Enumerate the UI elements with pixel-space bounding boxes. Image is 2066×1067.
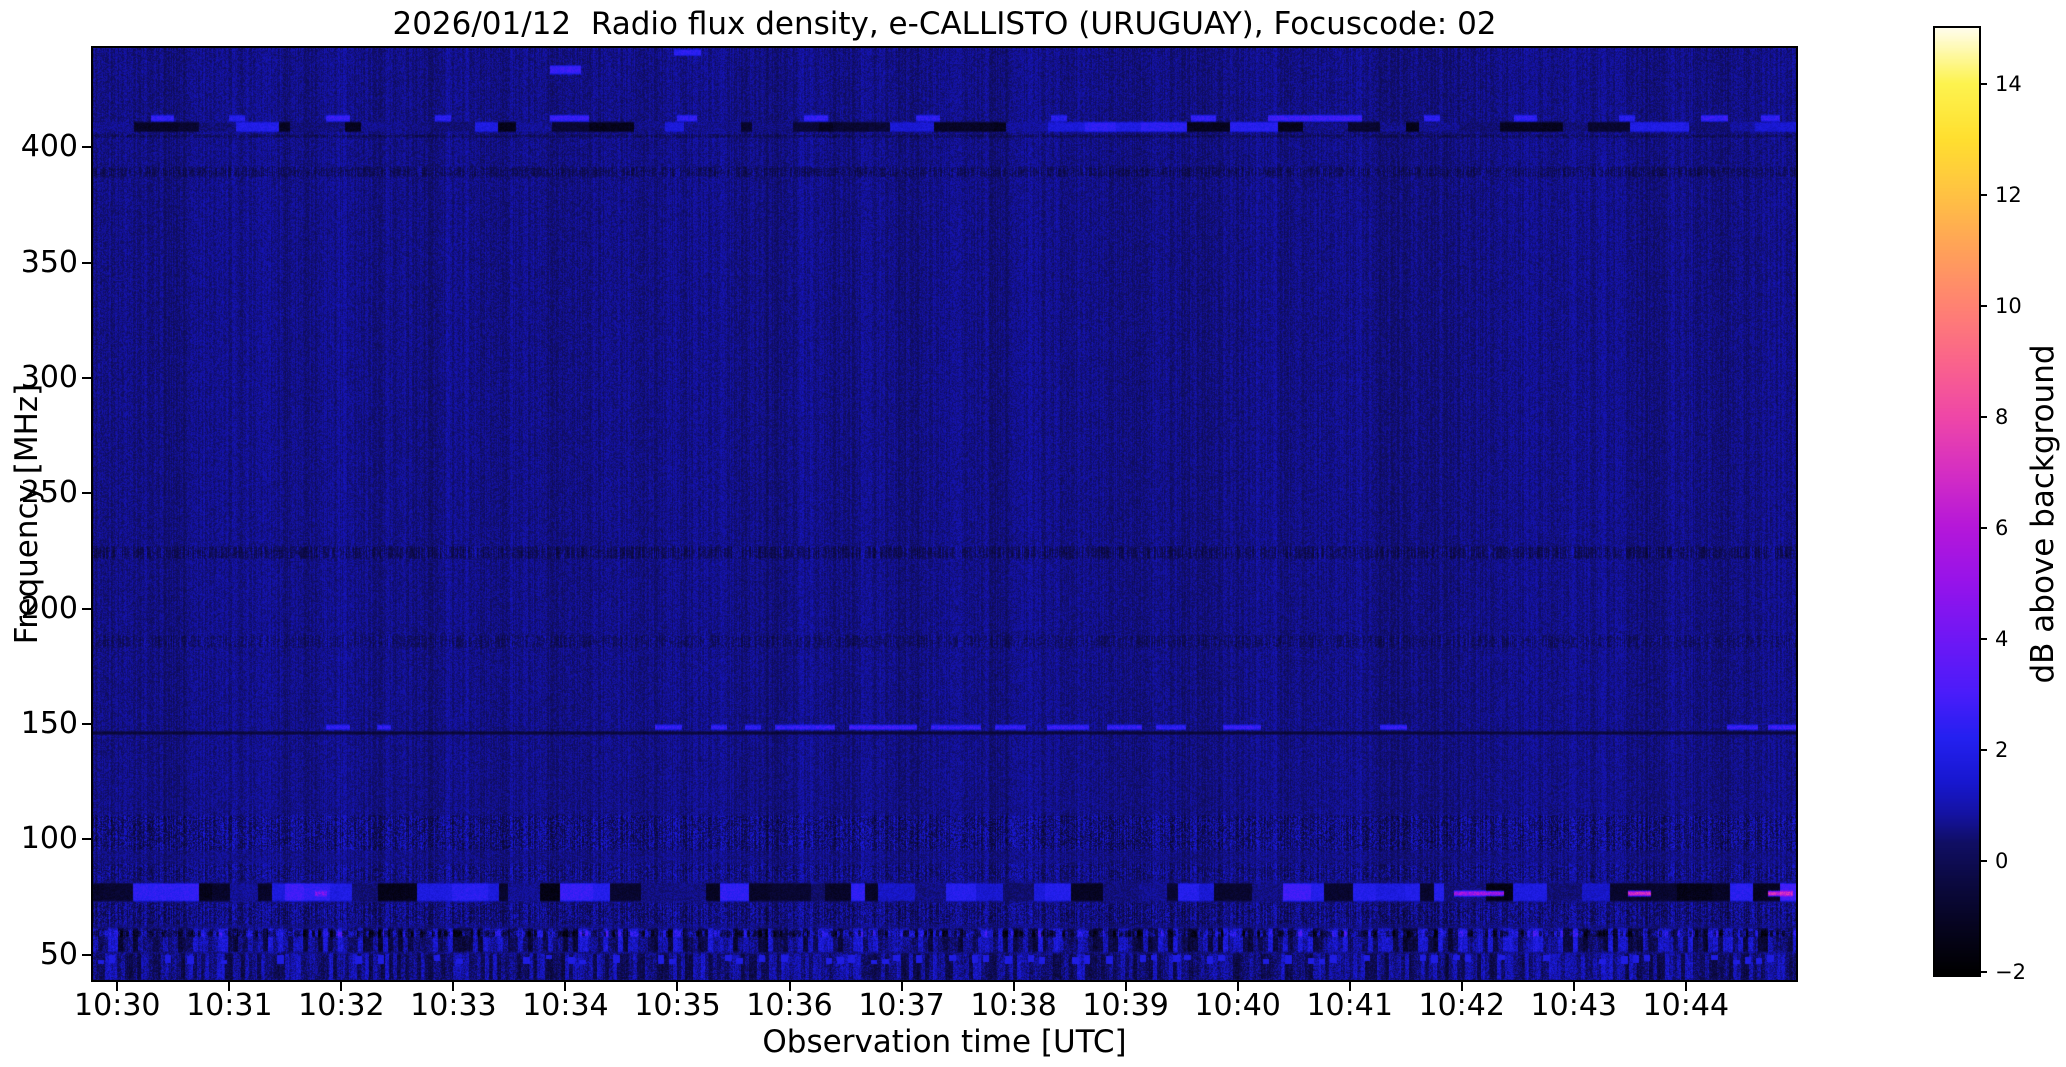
y-tick-label: 100 (20, 821, 78, 857)
x-tick-label: 10:42 (1418, 988, 1505, 1023)
x-tick-label: 10:32 (298, 988, 385, 1023)
y-tick-label: 150 (20, 705, 78, 741)
colorbar-tick-mark (1979, 860, 1987, 863)
x-tick-label: 10:38 (970, 988, 1057, 1023)
colorbar-tick-label: 0 (1995, 849, 2009, 874)
colorbar-tick-label: 10 (1995, 293, 2022, 318)
colorbar-tick-label: 4 (1995, 626, 2009, 651)
plot-area (91, 46, 1798, 982)
x-tick-label: 10:43 (1530, 988, 1618, 1023)
y-tick-label: 300 (20, 359, 78, 395)
y-tick-mark (82, 607, 91, 610)
colorbar-tick-label: −2 (1995, 960, 2026, 985)
colorbar-tick-label: 14 (1995, 71, 2022, 96)
colorbar-tick-mark (1979, 971, 1987, 974)
x-tick-label: 10:40 (1194, 988, 1281, 1023)
colorbar-tick-label: 8 (1995, 404, 2009, 429)
x-tick-mark (1684, 982, 1687, 991)
x-tick-label: 10:39 (1082, 988, 1169, 1023)
x-tick-mark (900, 982, 903, 991)
x-tick-mark (228, 982, 231, 991)
x-tick-label: 10:37 (858, 988, 945, 1023)
colorbar-tick-mark (1979, 82, 1987, 85)
colorbar-canvas (1935, 28, 1979, 975)
x-tick-mark (1124, 982, 1127, 991)
y-tick-mark (82, 722, 91, 725)
x-tick-mark (1236, 982, 1239, 991)
x-tick-mark (1460, 982, 1463, 991)
y-tick-label: 350 (20, 244, 78, 280)
y-tick-mark (82, 838, 91, 841)
x-tick-mark (1572, 982, 1575, 991)
x-axis-label: Observation time [UTC] (762, 1024, 1127, 1060)
y-tick-label: 400 (20, 129, 78, 165)
colorbar-tick-mark (1979, 526, 1987, 529)
x-tick-label: 10:30 (74, 988, 161, 1023)
colorbar (1933, 26, 1981, 977)
x-tick-mark (788, 982, 791, 991)
x-tick-mark (564, 982, 567, 991)
y-tick-mark (82, 953, 91, 956)
colorbar-tick-label: 6 (1995, 515, 2009, 540)
colorbar-tick-mark (1979, 193, 1987, 196)
x-tick-label: 10:34 (522, 988, 609, 1023)
x-tick-mark (116, 982, 119, 991)
y-tick-mark (82, 376, 91, 379)
x-tick-label: 10:41 (1306, 988, 1393, 1023)
y-tick-label: 50 (39, 936, 78, 972)
x-tick-label: 10:33 (410, 988, 497, 1023)
y-axis-label: Frequency [MHz] (9, 383, 45, 645)
x-tick-label: 10:36 (746, 988, 833, 1023)
chart-title: 2026/01/12 Radio flux density, e-CALLIST… (392, 6, 1497, 42)
x-tick-mark (452, 982, 455, 991)
x-tick-mark (1012, 982, 1015, 991)
colorbar-tick-label: 12 (1995, 182, 2022, 207)
colorbar-tick-mark (1979, 749, 1987, 752)
y-tick-mark (82, 261, 91, 264)
x-tick-mark (340, 982, 343, 991)
colorbar-tick-mark (1979, 304, 1987, 307)
x-tick-mark (676, 982, 679, 991)
x-tick-label: 10:44 (1642, 988, 1730, 1023)
y-tick-label: 200 (20, 590, 78, 626)
y-tick-mark (82, 146, 91, 149)
y-tick-label: 250 (20, 475, 78, 511)
colorbar-label: dB above background (2025, 344, 2061, 684)
y-tick-mark (82, 492, 91, 495)
colorbar-tick-mark (1979, 415, 1987, 418)
x-tick-mark (1348, 982, 1351, 991)
colorbar-tick-mark (1979, 637, 1987, 640)
colorbar-tick-label: 2 (1995, 738, 2009, 763)
x-tick-label: 10:35 (634, 988, 721, 1023)
spectrogram-canvas (93, 48, 1796, 980)
x-tick-label: 10:31 (186, 988, 273, 1023)
